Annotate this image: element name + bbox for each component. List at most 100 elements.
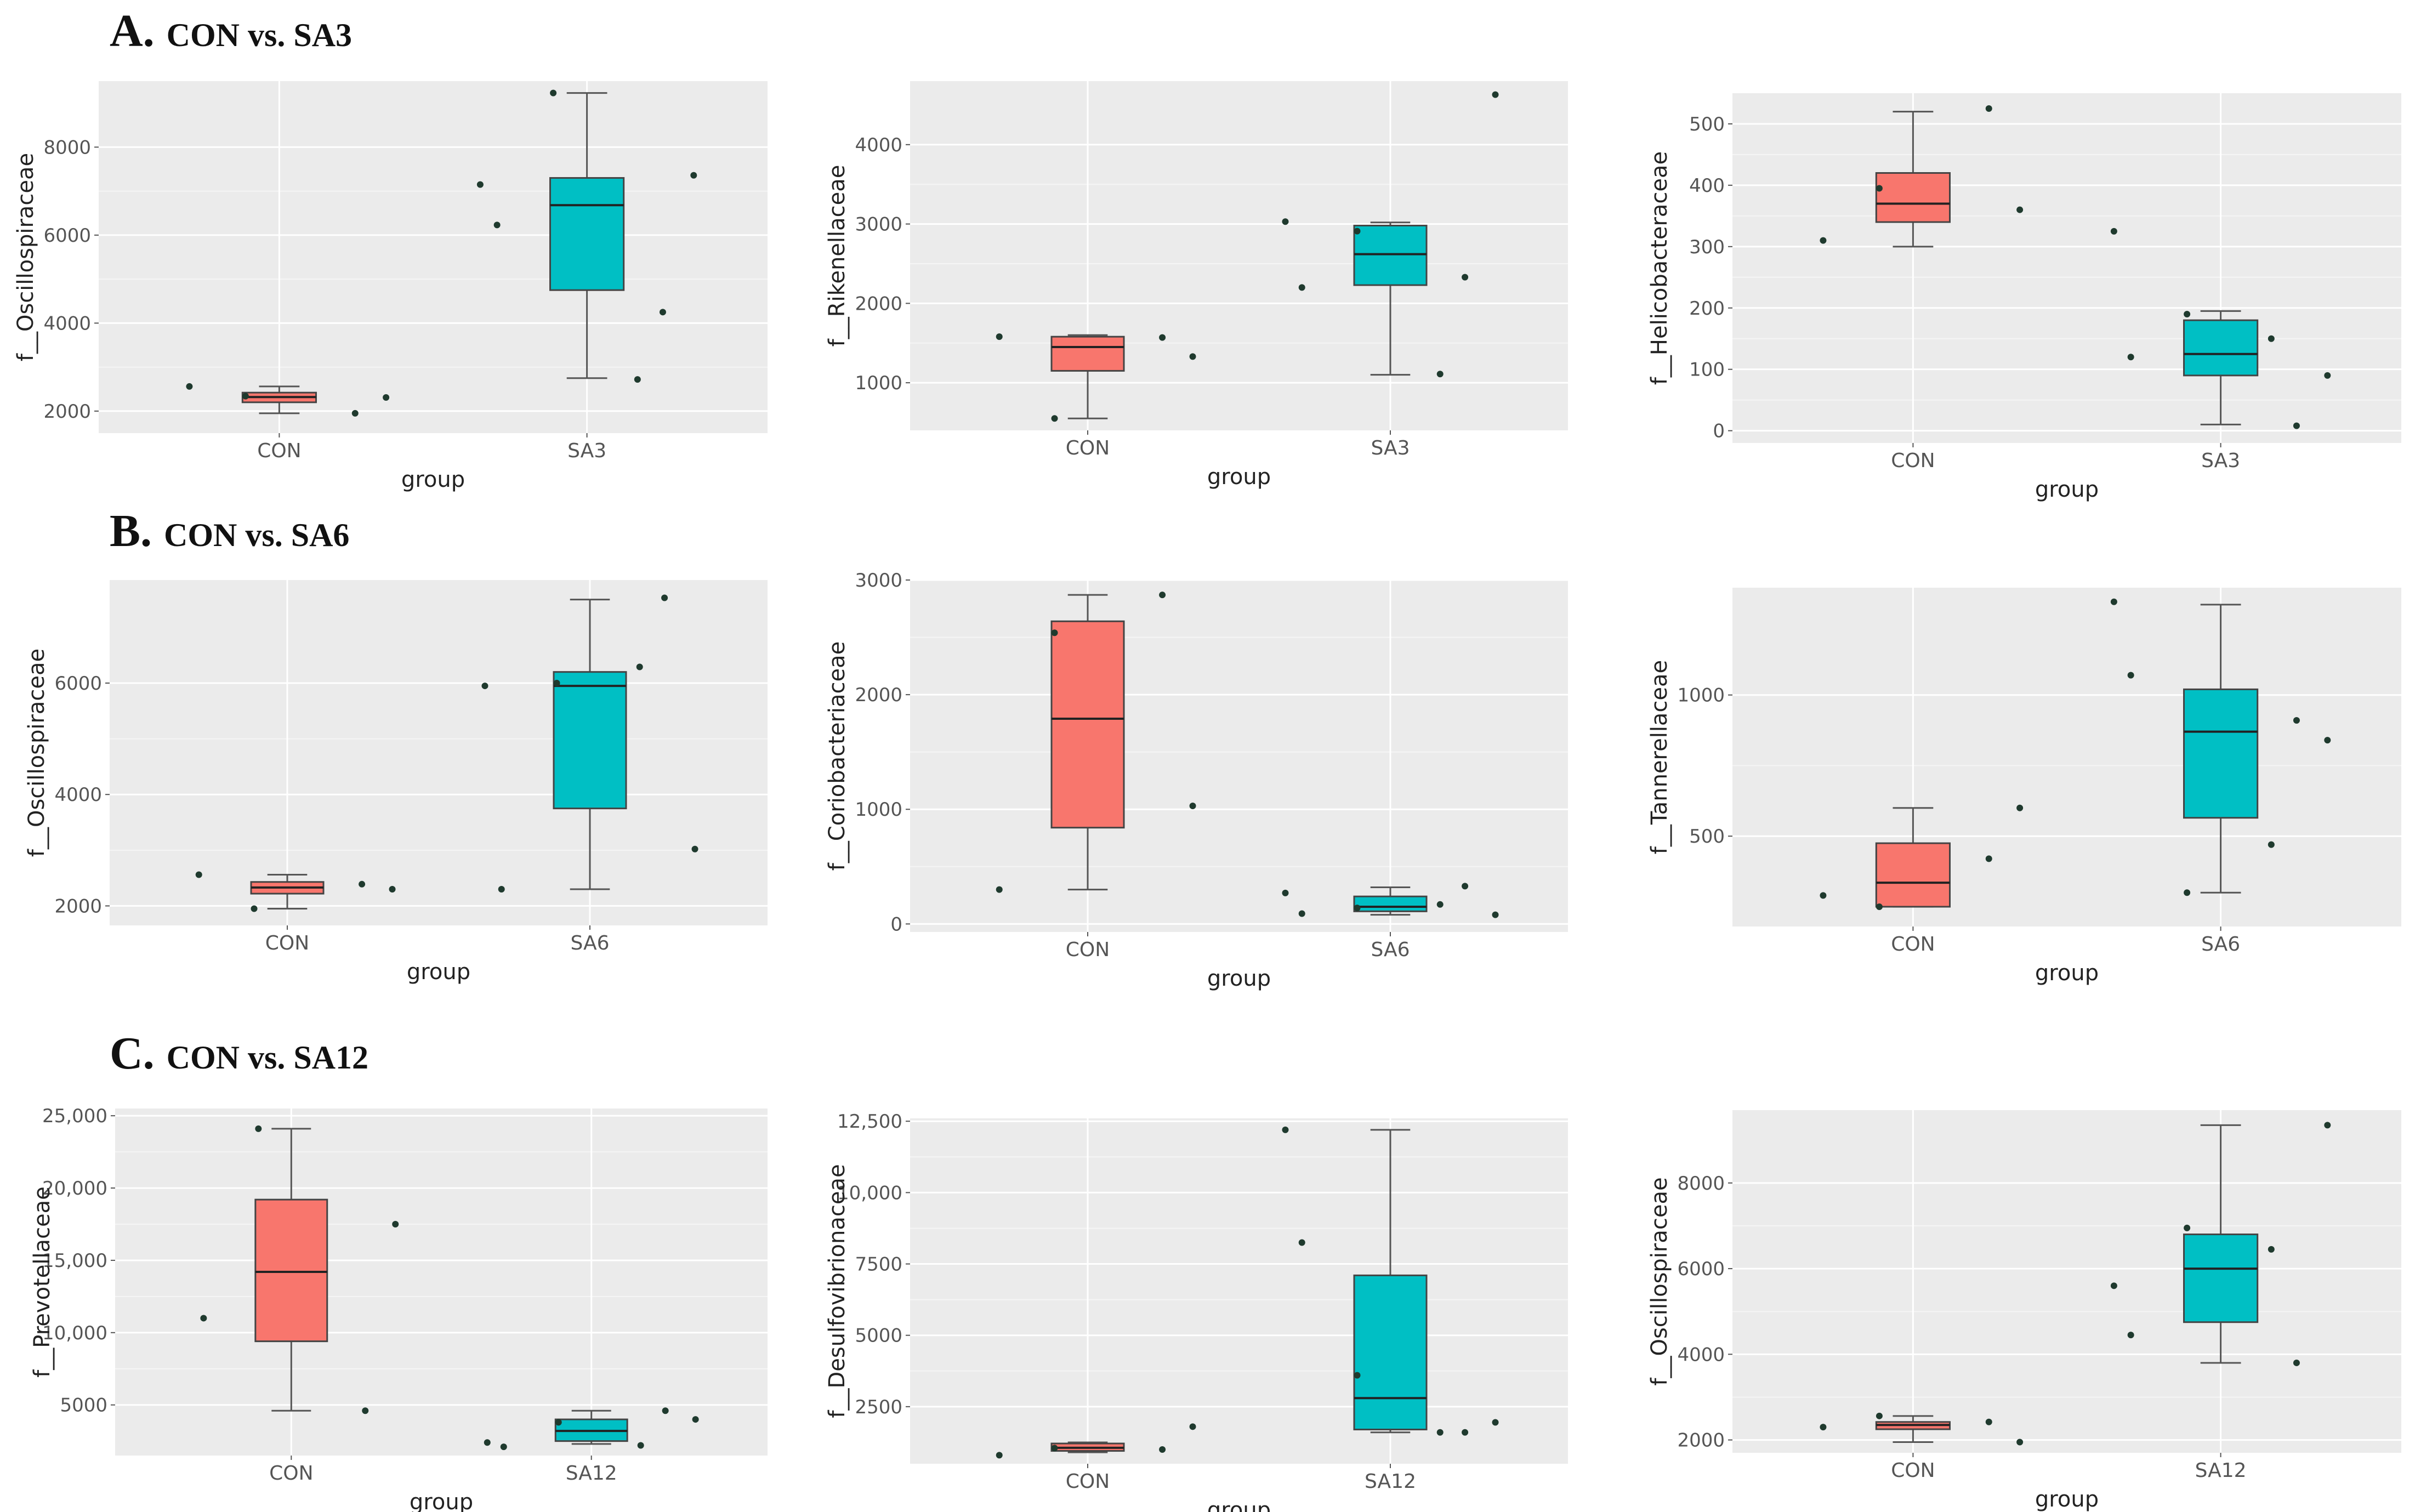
data-point (2016, 804, 2024, 811)
data-point (362, 1407, 369, 1414)
data-point (2110, 1282, 2117, 1289)
data-point (1985, 105, 1992, 112)
data-point (637, 1442, 644, 1449)
y-axis-title: f__Desulfovibrionaceae (825, 1164, 850, 1418)
data-point (2127, 354, 2134, 361)
data-point (481, 683, 488, 690)
y-axis-title: f__Rikenellaceae (825, 165, 850, 347)
data-point (1159, 1446, 1166, 1453)
y-tick-label: 4000 (43, 312, 91, 334)
y-tick-label: 4000 (1677, 1344, 1725, 1366)
x-tick-label: SA3 (2201, 450, 2240, 472)
data-point (996, 886, 1003, 893)
data-point (392, 1221, 399, 1227)
section-letter: C. (110, 1028, 155, 1079)
data-point (1298, 284, 1305, 291)
section-label-b: B. CON vs. SA6 (110, 504, 349, 558)
data-point (1298, 910, 1305, 917)
x-tick-label: CON (265, 932, 309, 954)
plot-background (910, 81, 1568, 430)
data-point (2110, 228, 2117, 235)
y-tick-label: 0 (890, 913, 902, 935)
x-tick-label: SA12 (2195, 1459, 2247, 1482)
box-sa12 (2183, 1234, 2259, 1323)
data-point (2016, 1439, 2024, 1446)
plot-background (1732, 588, 2401, 926)
data-point (690, 172, 697, 179)
data-point (1820, 237, 1827, 244)
data-point (550, 89, 557, 96)
box-sa3 (2183, 319, 2259, 377)
data-point (2293, 422, 2300, 429)
data-point (383, 394, 390, 401)
data-point (2268, 335, 2275, 342)
data-point (1436, 901, 1444, 908)
data-point (1985, 1418, 1992, 1425)
y-tick-label: 300 (1689, 236, 1725, 258)
data-point (389, 885, 396, 893)
data-point (1298, 1239, 1305, 1246)
y-axis-title: f__Oscillospiraceae (13, 153, 38, 361)
data-point (1436, 1429, 1444, 1436)
plot-background (99, 81, 768, 433)
x-tick-label: CON (1066, 1470, 1110, 1493)
data-point (493, 221, 501, 229)
x-tick-label: SA6 (570, 932, 609, 954)
y-axis-title: f__Helicobacteraceae (1647, 151, 1672, 385)
x-axis-title: group (2035, 960, 2099, 986)
y-tick-label: 4000 (54, 784, 102, 806)
data-point (555, 1419, 562, 1426)
box-sa3 (1353, 224, 1428, 286)
chart-panel-4: 2000 4000 6000 CON SA6 group f__Oscillospirace… (24, 580, 768, 985)
x-axis-title: group (1207, 1498, 1271, 1512)
x-tick-label: SA12 (1365, 1470, 1416, 1493)
data-point (2110, 598, 2117, 605)
data-point (2268, 1246, 2275, 1253)
data-point (996, 333, 1003, 340)
x-tick-label: SA6 (1371, 939, 1410, 961)
data-point (1051, 415, 1058, 422)
x-tick-label: CON (1066, 939, 1110, 961)
data-point (359, 880, 366, 888)
data-point (634, 376, 641, 383)
data-point (2324, 372, 2331, 379)
data-point (351, 410, 359, 417)
data-point (476, 181, 484, 188)
y-tick-label: 0 (1713, 420, 1725, 442)
x-tick-label: CON (269, 1462, 313, 1485)
y-tick-label: 12,500 (837, 1111, 902, 1133)
y-tick-label: 2000 (1677, 1430, 1725, 1452)
y-tick-label: 200 (1689, 298, 1725, 320)
data-point (659, 309, 666, 316)
x-axis-title: group (1207, 966, 1271, 991)
data-point (2184, 310, 2191, 317)
chart-panel-1: 2000 4000 6000 8000 CON SA3 group f__Oscillospi… (13, 81, 768, 492)
chart-panel-3: 0 100 200 300 400 500 CON SA3 group f__Helicobact… (1647, 93, 2401, 502)
box-sa12 (1353, 1274, 1428, 1431)
data-point (2293, 1359, 2300, 1366)
x-tick-label: SA3 (1371, 437, 1410, 459)
data-point (1820, 892, 1827, 899)
y-tick-label: 2000 (43, 401, 91, 423)
data-point (186, 383, 193, 390)
y-tick-label: 1000 (1677, 685, 1725, 707)
box-con (254, 1198, 328, 1343)
data-point (1282, 1126, 1289, 1133)
y-tick-label: 8000 (1677, 1173, 1725, 1195)
chart-panel-8: 2500 5000 7500 10,000 12,500 CON SA12 group f__D… (825, 1111, 1568, 1512)
y-tick-label: 10,000 (42, 1322, 107, 1344)
section-title: CON vs. SA6 (164, 517, 350, 553)
data-point (1820, 1424, 1827, 1431)
data-point (500, 1443, 507, 1451)
y-tick-label: 5000 (60, 1395, 107, 1417)
data-point (251, 905, 258, 912)
chart-panel-7: 5000 10,000 15,000 20,000 25,000 CON SA12 group… (30, 1105, 768, 1512)
plot-background (110, 580, 768, 925)
y-tick-label: 1000 (855, 372, 902, 394)
y-tick-label: 2000 (54, 895, 102, 917)
chart-panel-5: 0 1000 2000 3000 CON SA6 group f__Coriobacteria… (825, 570, 1568, 991)
y-tick-label: 6000 (54, 673, 102, 695)
data-point (195, 871, 202, 878)
data-point (1354, 228, 1361, 235)
y-tick-label: 2000 (855, 684, 902, 706)
